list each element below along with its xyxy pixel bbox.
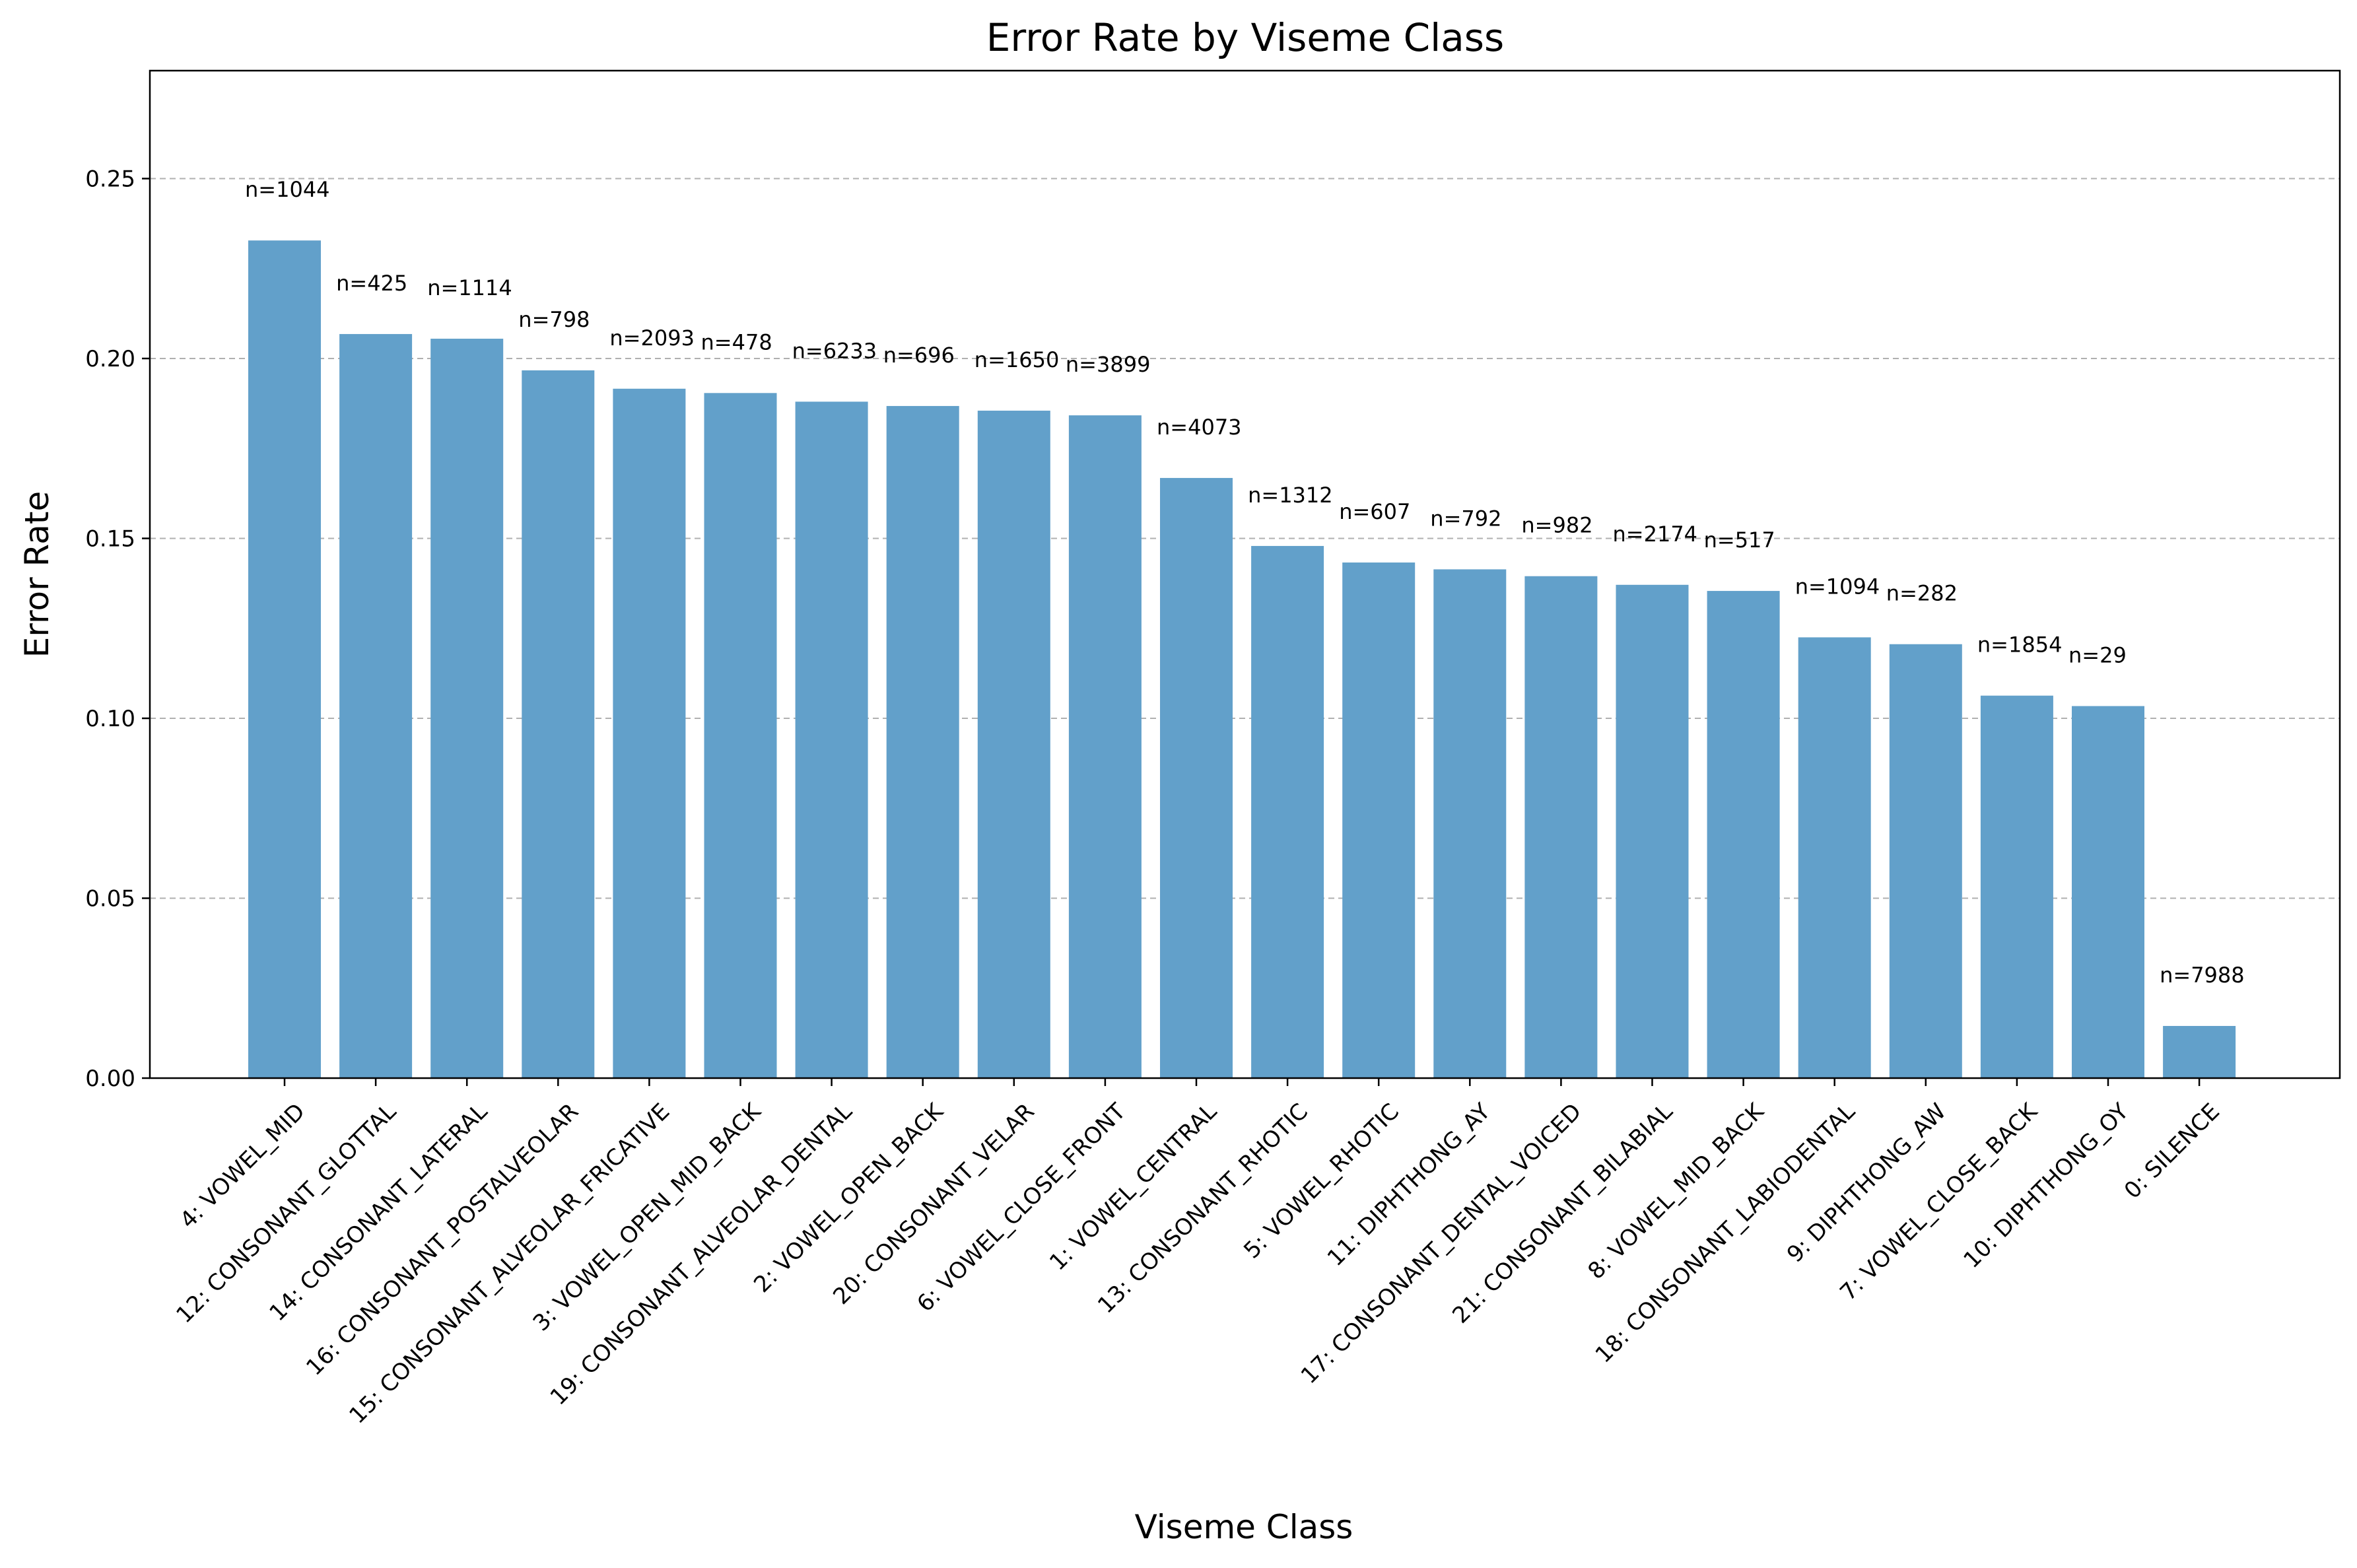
bar-count-label: n=29 bbox=[2068, 642, 2127, 667]
bar bbox=[522, 370, 595, 1078]
y-tick-label: 0.15 bbox=[85, 526, 135, 553]
bar-count-label: n=517 bbox=[1704, 528, 1775, 553]
bar bbox=[248, 240, 321, 1078]
y-tick-label: 0.05 bbox=[85, 886, 135, 912]
bar bbox=[1616, 584, 1689, 1078]
bar bbox=[886, 405, 959, 1078]
bar-count-label: n=425 bbox=[336, 271, 407, 296]
bar-count-label: n=792 bbox=[1430, 506, 1501, 531]
bar bbox=[1524, 576, 1598, 1078]
bar-count-label: n=3899 bbox=[1066, 352, 1151, 377]
bar bbox=[339, 333, 413, 1079]
bar bbox=[1068, 415, 1142, 1078]
y-tick-label: 0.10 bbox=[85, 706, 135, 732]
y-axis-ticks: 0.00 0.05 0.10 0.15 0.20 0.25 bbox=[85, 166, 150, 1092]
bar bbox=[795, 401, 868, 1078]
y-tick-label: 0.25 bbox=[85, 166, 135, 193]
bar-count-label: n=1094 bbox=[1795, 574, 1880, 599]
bar bbox=[704, 393, 777, 1078]
bar-count-label: n=6233 bbox=[792, 338, 877, 363]
bar bbox=[1889, 644, 1962, 1078]
bar bbox=[1980, 695, 2053, 1078]
y-tick-label: 0.00 bbox=[85, 1066, 135, 1092]
bar bbox=[1342, 562, 1416, 1078]
bar-count-label: n=798 bbox=[518, 307, 590, 332]
y-tick-label: 0.20 bbox=[85, 346, 135, 372]
bar-count-label: n=478 bbox=[701, 329, 772, 355]
bar-count-label: n=607 bbox=[1339, 499, 1410, 524]
bar bbox=[1798, 637, 1871, 1078]
bar-count-label: n=1854 bbox=[1977, 632, 2063, 658]
bars bbox=[248, 240, 2236, 1079]
bar-count-label: n=2093 bbox=[609, 325, 695, 351]
plot-frame bbox=[149, 69, 2341, 1079]
bar bbox=[613, 388, 686, 1078]
bar bbox=[2163, 1025, 2236, 1078]
bar-count-label: n=1114 bbox=[427, 275, 512, 300]
bar-count-label: n=1650 bbox=[974, 347, 1060, 372]
bar-count-label: n=2174 bbox=[1613, 522, 1698, 547]
x-axis-label: Viseme Class bbox=[1135, 1508, 1353, 1546]
bar-count-label: n=282 bbox=[1886, 581, 1958, 606]
bar-count-label: n=1044 bbox=[245, 177, 330, 202]
bar-count-label: n=982 bbox=[1521, 513, 1592, 538]
bar bbox=[1433, 569, 1507, 1078]
bar bbox=[1251, 545, 1324, 1078]
bar-count-label: n=1312 bbox=[1248, 483, 1333, 508]
bar-count-label: n=696 bbox=[883, 343, 955, 368]
bar bbox=[430, 339, 504, 1078]
grid-lines bbox=[150, 178, 2340, 899]
bar bbox=[977, 411, 1050, 1078]
chart-title: Error Rate by Viseme Class bbox=[986, 15, 1504, 60]
y-axis-label: Error Rate bbox=[18, 491, 56, 658]
bar-count-label: n=7988 bbox=[2160, 963, 2245, 988]
bar-count-label: n=4073 bbox=[1157, 415, 1242, 440]
bar bbox=[1160, 477, 1233, 1078]
bar bbox=[1707, 591, 1780, 1078]
bar bbox=[2072, 706, 2144, 1078]
